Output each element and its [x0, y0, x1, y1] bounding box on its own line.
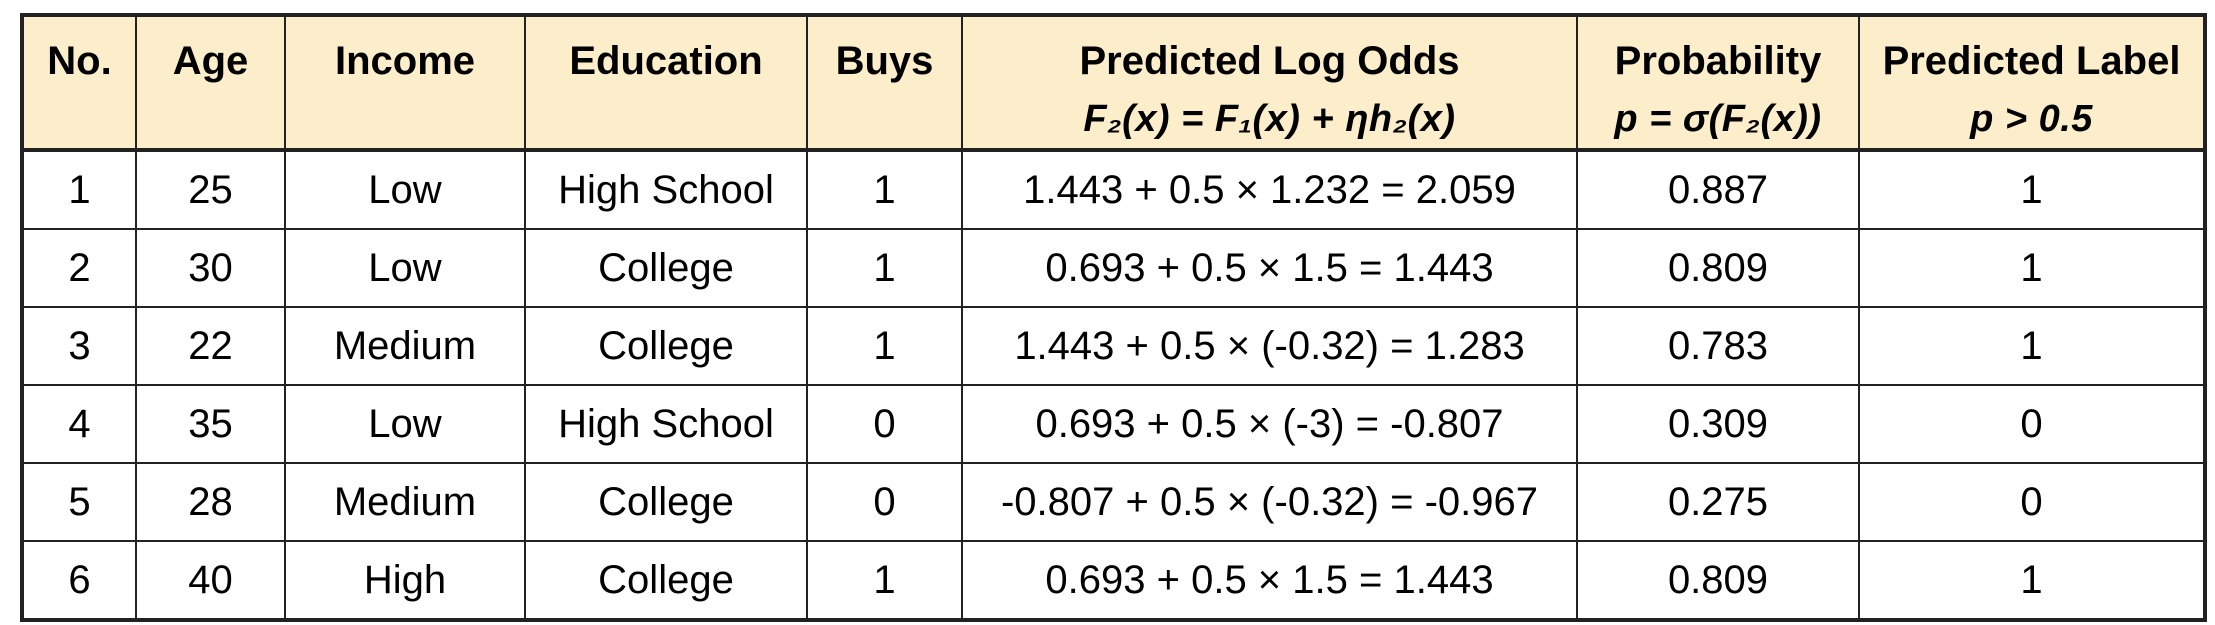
col-header-label: Predicted Label [1882, 39, 2181, 83]
cell-income: Low [284, 384, 526, 464]
col-header-probability: Probability p = σ(F₂(x)) [1576, 14, 1860, 152]
cell-age: 35 [135, 384, 286, 464]
table-row: 2 30 Low College 1 0.693 + 0.5 × 1.5 = 1… [21, 228, 2206, 308]
cell-log-odds: 1.443 + 0.5 × (-0.32) = 1.283 [961, 306, 1578, 386]
table-row: 3 22 Medium College 1 1.443 + 0.5 × (-0.… [21, 306, 2206, 386]
col-header-formula: p = σ(F₂(x)) [1614, 98, 1822, 140]
col-header-label: No. [47, 39, 112, 83]
col-header-predicted-label: Predicted Label p > 0.5 [1858, 14, 2206, 152]
cell-buys: 1 [806, 228, 963, 308]
cell-income: Low [284, 228, 526, 308]
cell-probability: 0.809 [1576, 228, 1860, 308]
cell-age: 28 [135, 462, 286, 542]
cell-log-odds: 1.443 + 0.5 × 1.232 = 2.059 [961, 149, 1578, 230]
cell-predicted-label: 1 [1858, 149, 2206, 230]
col-header-label: Education [569, 39, 763, 83]
cell-income: Low [284, 149, 526, 230]
table-header: No. Age Income Education Buys Predicted … [21, 14, 2206, 152]
cell-probability: 0.783 [1576, 306, 1860, 386]
col-header-income: Income [284, 14, 526, 152]
cell-buys: 0 [806, 462, 963, 542]
table-row: 4 35 Low High School 0 0.693 + 0.5 × (-3… [21, 384, 2206, 464]
cell-no: 4 [21, 384, 137, 464]
table-row: 5 28 Medium College 0 -0.807 + 0.5 × (-0… [21, 462, 2206, 542]
cell-buys: 1 [806, 306, 963, 386]
cell-probability: 0.809 [1576, 540, 1860, 621]
cell-income: High [284, 540, 526, 621]
cell-log-odds: -0.807 + 0.5 × (-0.32) = -0.967 [961, 462, 1578, 542]
col-header-label: Predicted Log Odds [1079, 39, 1460, 83]
table-row: 6 40 High College 1 0.693 + 0.5 × 1.5 = … [21, 540, 2206, 621]
cell-log-odds: 0.693 + 0.5 × 1.5 = 1.443 [961, 228, 1578, 308]
cell-income: Medium [284, 306, 526, 386]
col-header-formula: p > 0.5 [1970, 98, 2093, 140]
cell-predicted-label: 1 [1858, 540, 2206, 621]
cell-predicted-label: 1 [1858, 228, 2206, 308]
cell-probability: 0.309 [1576, 384, 1860, 464]
cell-buys: 0 [806, 384, 963, 464]
cell-predicted-label: 1 [1858, 306, 2206, 386]
col-header-age: Age [135, 14, 286, 152]
cell-predicted-label: 0 [1858, 462, 2206, 542]
cell-no: 5 [21, 462, 137, 542]
col-header-no: No. [21, 14, 137, 152]
cell-education: High School [524, 149, 808, 230]
cell-education: College [524, 306, 808, 386]
cell-log-odds: 0.693 + 0.5 × 1.5 = 1.443 [961, 540, 1578, 621]
cell-probability: 0.275 [1576, 462, 1860, 542]
col-header-education: Education [524, 14, 808, 152]
cell-age: 25 [135, 149, 286, 230]
cell-no: 1 [21, 149, 137, 230]
col-header-label: Age [172, 39, 249, 83]
cell-no: 6 [21, 540, 137, 621]
cell-predicted-label: 0 [1858, 384, 2206, 464]
col-header-label: Probability [1614, 39, 1822, 83]
cell-income: Medium [284, 462, 526, 542]
header-row: No. Age Income Education Buys Predicted … [21, 14, 2206, 152]
col-header-buys: Buys [806, 14, 963, 152]
cell-age: 40 [135, 540, 286, 621]
cell-age: 22 [135, 306, 286, 386]
table-row: 1 25 Low High School 1 1.443 + 0.5 × 1.2… [21, 149, 2206, 230]
cell-buys: 1 [806, 540, 963, 621]
cell-no: 2 [21, 228, 137, 308]
col-header-label: Income [334, 39, 476, 83]
cell-education: College [524, 228, 808, 308]
cell-age: 30 [135, 228, 286, 308]
cell-education: College [524, 540, 808, 621]
cell-education: High School [524, 384, 808, 464]
cell-education: College [524, 462, 808, 542]
col-header-label: Buys [835, 39, 934, 83]
cell-buys: 1 [806, 149, 963, 230]
col-header-formula: F₂(x) = F₁(x) + ηh₂(x) [1083, 98, 1456, 140]
cell-log-odds: 0.693 + 0.5 × (-3) = -0.807 [961, 384, 1578, 464]
cell-no: 3 [21, 306, 137, 386]
cell-probability: 0.887 [1576, 149, 1860, 230]
table-body: 1 25 Low High School 1 1.443 + 0.5 × 1.2… [21, 149, 2206, 621]
col-header-log-odds: Predicted Log Odds F₂(x) = F₁(x) + ηh₂(x… [961, 14, 1578, 152]
boosting-prediction-table: No. Age Income Education Buys Predicted … [20, 13, 2207, 622]
